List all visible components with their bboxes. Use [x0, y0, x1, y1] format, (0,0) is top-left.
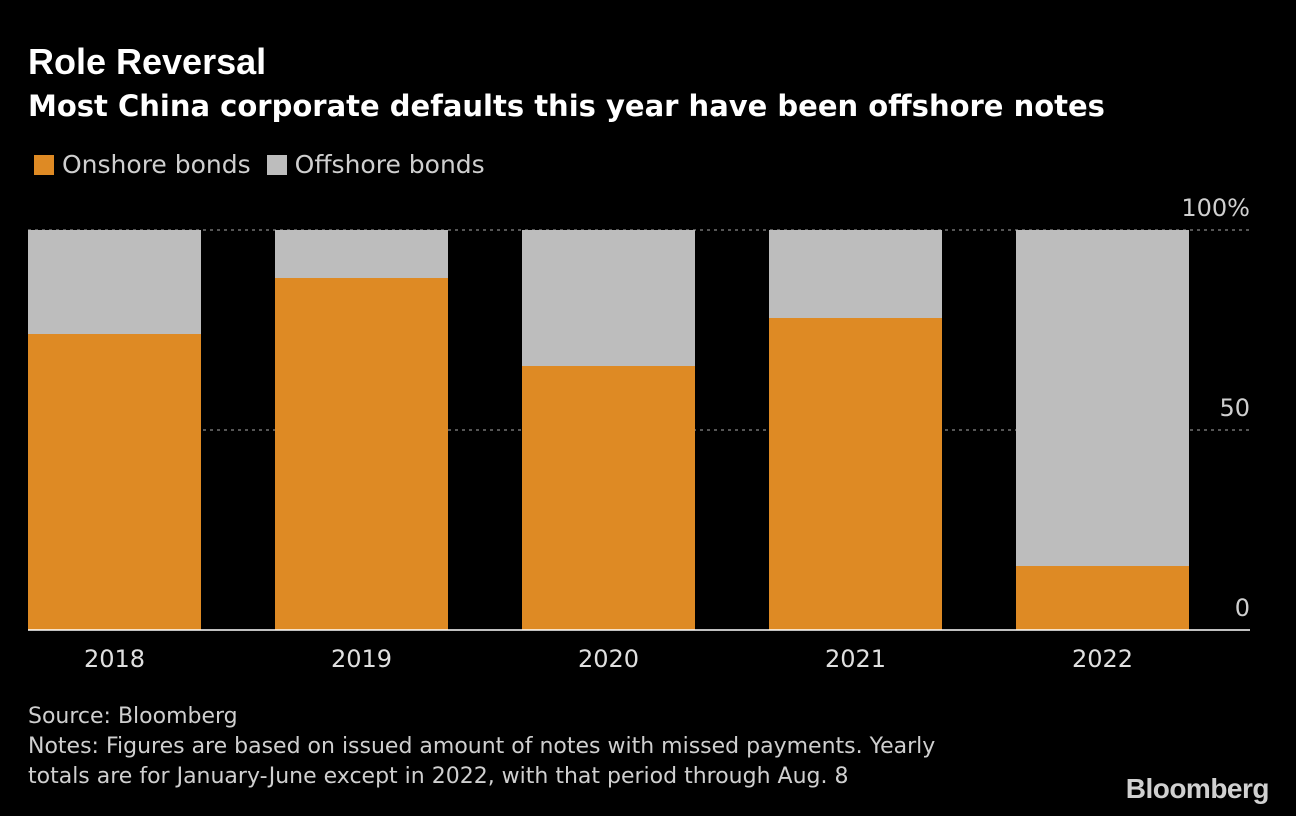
bar-offshore-2020	[522, 230, 695, 366]
legend-item-offshore: Offshore bonds	[266, 150, 485, 179]
bar-offshore-2019	[275, 230, 448, 278]
source-note: Source: Bloomberg	[28, 704, 238, 729]
chart-subtitle: Most China corporate defaults this year …	[28, 89, 1105, 123]
bar-onshore-2018	[28, 334, 201, 630]
y-tick-label-100: 100%	[1181, 194, 1250, 222]
bar-onshore-2020	[522, 366, 695, 630]
legend-label-offshore: Offshore bonds	[294, 150, 485, 179]
x-tick-label-2020: 2020	[578, 645, 639, 673]
legend-swatch-offshore	[266, 154, 287, 175]
chart-footer: Source: Bloomberg Notes: Figures are bas…	[28, 702, 1108, 792]
x-tick-label-2021: 2021	[825, 645, 886, 673]
y-tick-label-0: 0	[1235, 594, 1250, 622]
bar-onshore-2022	[1016, 566, 1189, 630]
bloomberg-logo: Bloomberg	[1125, 773, 1270, 804]
legend-item-onshore: Onshore bonds	[34, 150, 251, 179]
chart-title: Role Reversal	[28, 41, 267, 82]
bar-offshore-2022	[1016, 230, 1189, 566]
x-tick-label-2022: 2022	[1072, 645, 1133, 673]
x-tick-label-2019: 2019	[331, 645, 392, 673]
bar-onshore-2021	[769, 318, 942, 630]
x-tick-label-2018: 2018	[84, 645, 145, 673]
legend-swatch-onshore	[34, 154, 54, 175]
legend-label-onshore: Onshore bonds	[62, 150, 251, 179]
bar-offshore-2021	[769, 230, 942, 318]
y-tick-label-50: 50	[1219, 394, 1250, 422]
notes-line-2: totals are for January-June except in 20…	[28, 764, 849, 789]
bar-onshore-2019	[275, 278, 448, 630]
legend: Onshore bonds Offshore bonds	[34, 150, 501, 179]
bar-offshore-2018	[28, 230, 201, 334]
notes-line-1: Notes: Figures are based on issued amoun…	[28, 734, 936, 759]
